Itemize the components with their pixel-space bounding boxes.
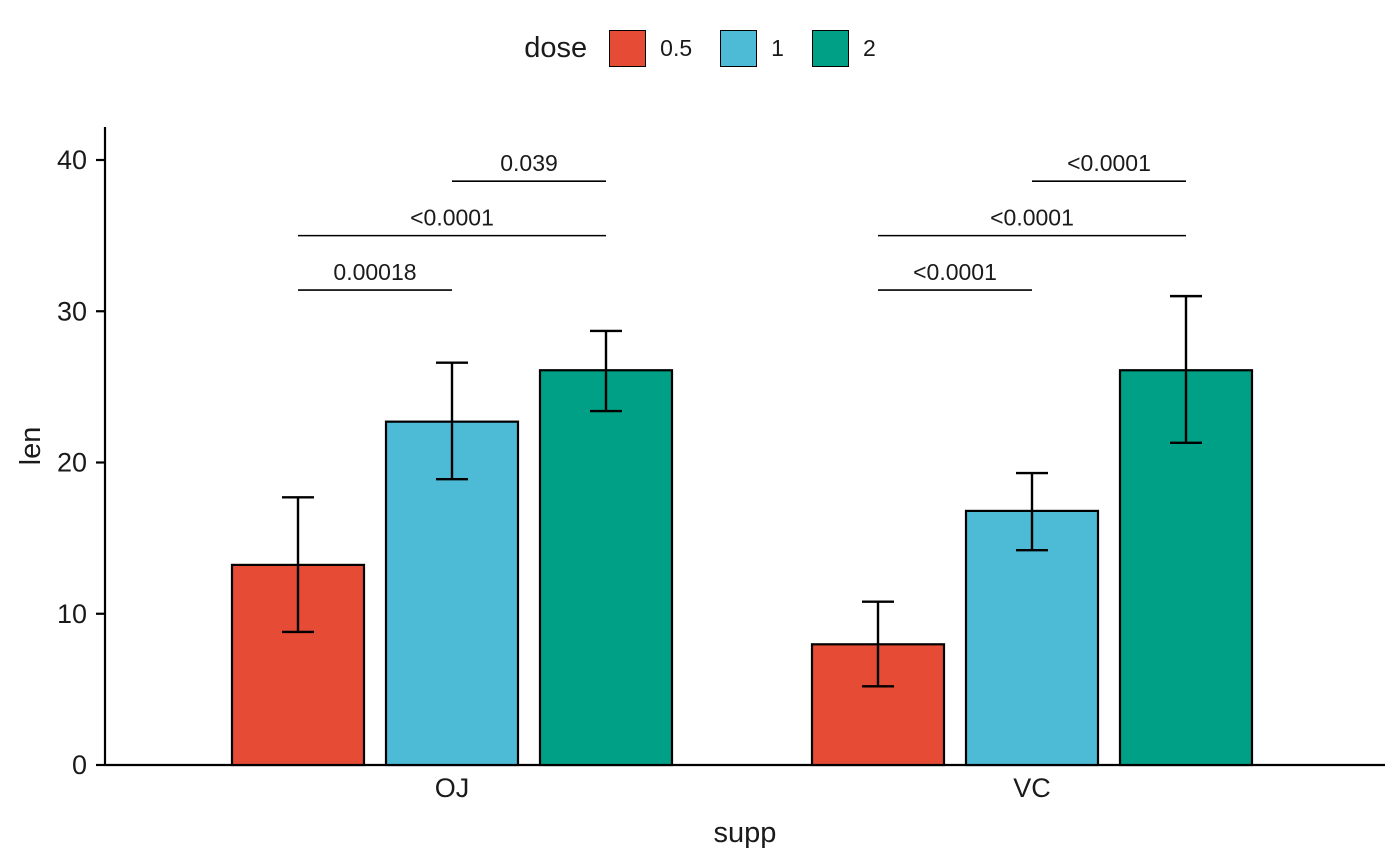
bar-VC-dose-1 [964, 509, 1100, 767]
y-tick-label: 20 [57, 448, 87, 478]
legend-entry: 2 [811, 30, 876, 67]
bar-OJ-dose-2 [538, 369, 674, 767]
significance-label: <0.0001 [913, 259, 997, 285]
legend-label: 1 [771, 35, 784, 61]
chart-legend: dose 0.5 1 2 [0, 30, 1400, 67]
y-tick-label: 0 [72, 750, 87, 780]
significance-label: 0.00018 [333, 259, 416, 285]
y-tick-label: 10 [57, 599, 87, 629]
significance-label: 0.039 [500, 150, 558, 176]
y-tick-label: 30 [57, 296, 87, 326]
legend-entry: 1 [720, 30, 784, 67]
legend-swatch-dose-1 [720, 30, 758, 67]
legend-swatch-dose-0-5 [609, 30, 647, 67]
significance-label: <0.0001 [990, 205, 1074, 231]
x-axis-title: supp [714, 817, 777, 849]
legend-title: dose [524, 32, 588, 64]
significance-label: <0.0001 [1067, 150, 1151, 176]
legend-label: 0.5 [660, 35, 693, 61]
y-tick-label: 40 [57, 145, 87, 175]
significance-label: <0.0001 [410, 205, 494, 231]
x-category-label: VC [1013, 773, 1051, 803]
legend-swatch-dose-2 [811, 30, 849, 67]
legend-entry: 0.5 [609, 30, 692, 67]
legend-label: 2 [862, 35, 876, 61]
y-axis-title: len [15, 427, 47, 466]
x-category-label: OJ [435, 773, 470, 803]
